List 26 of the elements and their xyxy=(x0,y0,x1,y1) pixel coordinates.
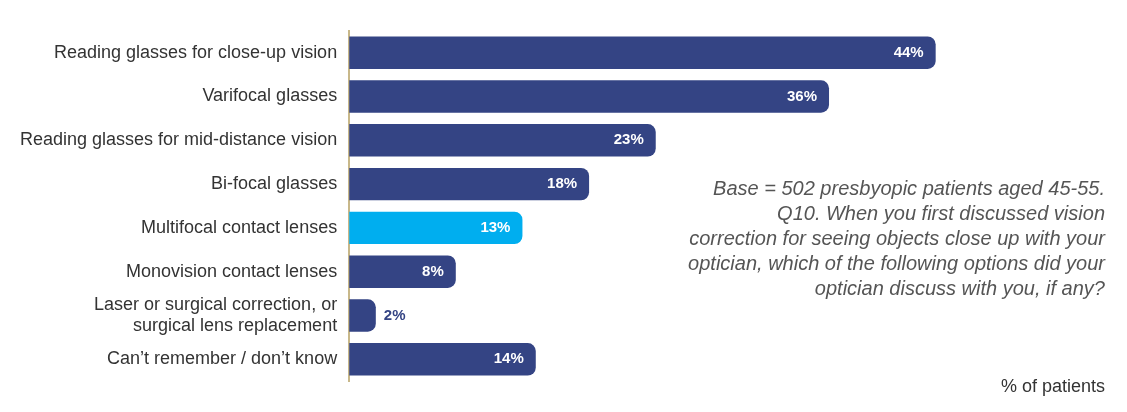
y-tick-label: Reading glasses for mid-distance vision xyxy=(20,129,338,150)
bar xyxy=(349,299,376,332)
data-label: 8% xyxy=(422,261,444,279)
data-label: 36% xyxy=(787,86,818,104)
data-label: 2% xyxy=(383,305,406,323)
bar xyxy=(349,80,830,113)
y-tick-label: Bi-focal glasses xyxy=(211,173,338,194)
y-tick-label: Multifocal contact lenses xyxy=(141,216,338,237)
bar xyxy=(349,255,456,288)
data-label: 13% xyxy=(480,218,511,236)
y-tick-label: Monovision contact lenses xyxy=(126,260,338,281)
annotation: Base = 502 presbyopic patients aged 45-55. Q10. When you first discussed vision correction for seeing objects close up with your optician, which of the following options did your optician discuss with you, if any? xyxy=(687,176,1105,301)
data-label: 23% xyxy=(613,130,644,148)
data-label: 14% xyxy=(493,349,524,367)
y-tick-label: Laser or surgical correction, or surgical lens replacement xyxy=(94,293,338,336)
data-label: 18% xyxy=(547,174,578,192)
y-tick-label: Varifocal glasses xyxy=(202,85,338,106)
bar xyxy=(349,124,656,157)
bar xyxy=(349,167,590,201)
y-tick-label: Can’t remember / don’t know xyxy=(107,348,339,369)
x-axis-title: % of patients xyxy=(1000,376,1105,397)
y-tick-label: Reading glasses for close-up vision xyxy=(54,41,338,62)
bar xyxy=(349,211,523,245)
bar xyxy=(349,36,936,69)
bar xyxy=(349,343,536,376)
data-label: 44% xyxy=(893,42,924,60)
